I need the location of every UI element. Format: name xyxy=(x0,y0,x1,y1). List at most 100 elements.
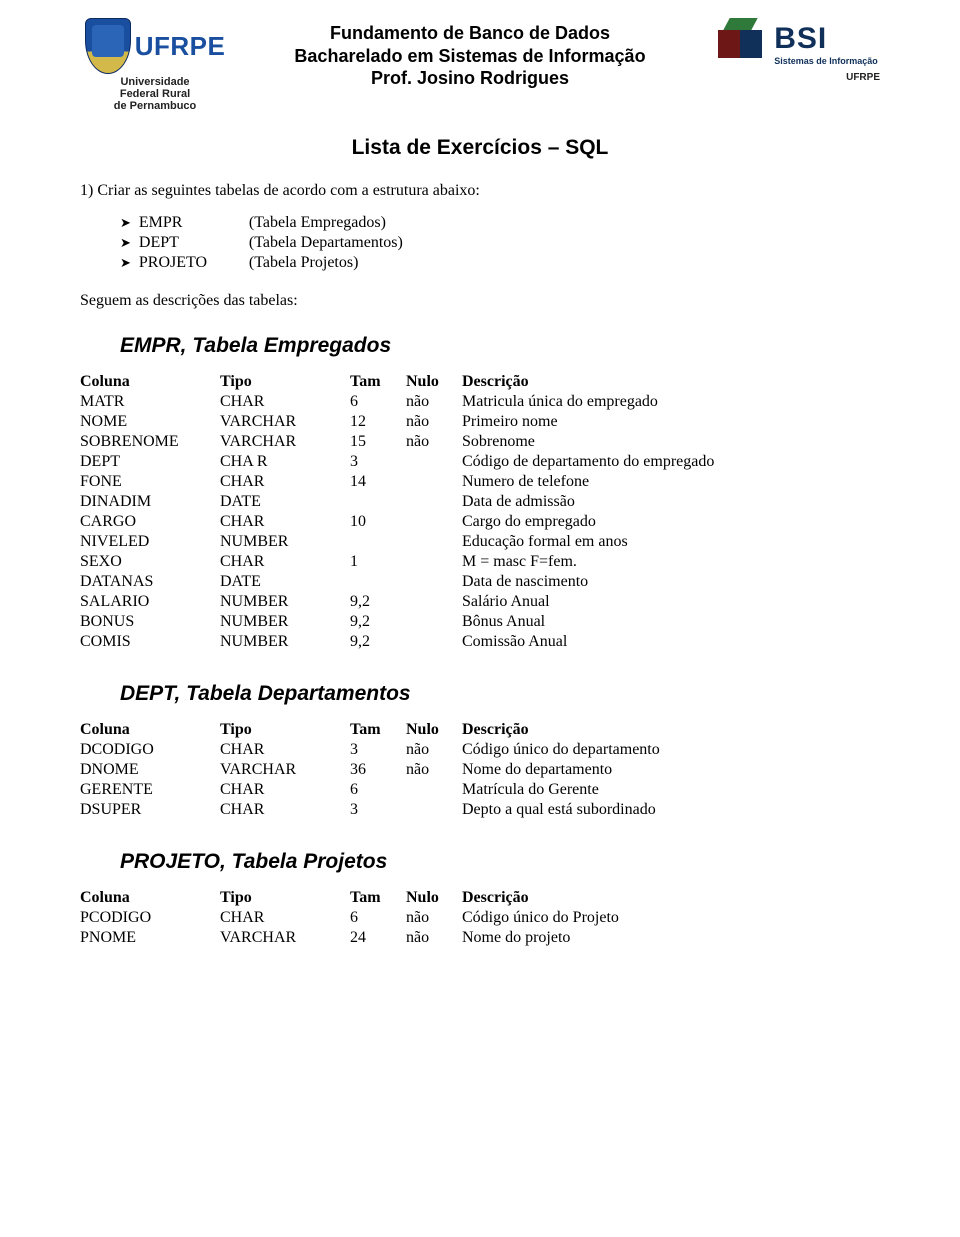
spec-table: ColunaTipoTamNuloDescriçãoPCODIGOCHAR6nã… xyxy=(80,888,880,948)
table-cell: Código de departamento do empregado xyxy=(462,452,880,472)
table-header-cell: Descrição xyxy=(462,372,880,392)
ufrpe-shield-icon xyxy=(85,18,131,74)
table-cell xyxy=(350,572,406,592)
table-cell: CARGO xyxy=(80,512,220,532)
table-section-title: DEPT, Tabela Departamentos xyxy=(120,682,880,706)
bullet-key: EMPR xyxy=(139,214,249,232)
table-cell: 9,2 xyxy=(350,612,406,632)
table-cell: NOME xyxy=(80,412,220,432)
bullet-item: PROJETO(Tabela Projetos) xyxy=(120,254,880,272)
table-cell: MATR xyxy=(80,392,220,412)
table-cell: SOBRENOME xyxy=(80,432,220,452)
table-row: NOMEVARCHAR12nãoPrimeiro nome xyxy=(80,412,880,432)
table-cell: Data de admissão xyxy=(462,492,880,512)
table-cell: não xyxy=(406,392,462,412)
table-row: PNOMEVARCHAR24nãoNome do projeto xyxy=(80,928,880,948)
table-cell: PCODIGO xyxy=(80,908,220,928)
table-row: MATRCHAR6nãoMatricula única do empregado xyxy=(80,392,880,412)
table-cell: Código único do departamento xyxy=(462,740,880,760)
header-line3: Prof. Josino Rodrigues xyxy=(230,67,710,90)
table-cell xyxy=(406,572,462,592)
table-header-cell: Tam xyxy=(350,888,406,908)
table-cell: NIVELED xyxy=(80,532,220,552)
table-cell xyxy=(350,492,406,512)
table-cell: DATE xyxy=(220,572,350,592)
bsi-sub: Sistemas de Informação xyxy=(774,56,878,66)
table-cell: CHAR xyxy=(220,552,350,572)
table-section-title: EMPR, Tabela Empregados xyxy=(120,334,880,358)
header-line2: Bacharelado em Sistemas de Informação xyxy=(230,45,710,68)
table-cell: VARCHAR xyxy=(220,412,350,432)
table-cell xyxy=(406,632,462,652)
table-cell: Matricula única do empregado xyxy=(462,392,880,412)
table-cell: DSUPER xyxy=(80,800,220,820)
table-row: CARGOCHAR10Cargo do empregado xyxy=(80,512,880,532)
table-cell: Educação formal em anos xyxy=(462,532,880,552)
table-cell xyxy=(406,512,462,532)
table-cell: 3 xyxy=(350,740,406,760)
bullet-item: DEPT(Tabela Departamentos) xyxy=(120,234,880,252)
table-row: DATANASDATEData de nascimento xyxy=(80,572,880,592)
table-cell: Bônus Anual xyxy=(462,612,880,632)
table-cell: Nome do departamento xyxy=(462,760,880,780)
table-cell: NUMBER xyxy=(220,532,350,552)
table-row: PCODIGOCHAR6nãoCódigo único do Projeto xyxy=(80,908,880,928)
question-1: 1) Criar as seguintes tabelas de acordo … xyxy=(80,182,880,200)
table-cell: Numero de telefone xyxy=(462,472,880,492)
table-cell xyxy=(406,592,462,612)
table-cell: 6 xyxy=(350,780,406,800)
table-cell: 3 xyxy=(350,452,406,472)
bsi-brand: BSI xyxy=(774,22,878,56)
table-row: SOBRENOMEVARCHAR15nãoSobrenome xyxy=(80,432,880,452)
table-cell: Depto a qual está subordinado xyxy=(462,800,880,820)
table-row: DINADIMDATEData de admissão xyxy=(80,492,880,512)
table-cell: CHAR xyxy=(220,908,350,928)
table-cell: DEPT xyxy=(80,452,220,472)
table-cell: NUMBER xyxy=(220,612,350,632)
table-row: BONUSNUMBER9,2 Bônus Anual xyxy=(80,612,880,632)
table-header-cell: Tipo xyxy=(220,372,350,392)
table-cell xyxy=(406,612,462,632)
ufrpe-sub3: de Pernambuco xyxy=(114,100,197,112)
table-header-cell: Coluna xyxy=(80,372,220,392)
table-cell: Data de nascimento xyxy=(462,572,880,592)
table-row: DEPTCHA R3Código de departamento do empr… xyxy=(80,452,880,472)
spec-table: ColunaTipoTamNuloDescriçãoMATRCHAR6nãoMa… xyxy=(80,372,880,652)
table-cell xyxy=(406,780,462,800)
table-cell: Primeiro nome xyxy=(462,412,880,432)
table-row: DNOMEVARCHAR36nãoNome do departamento xyxy=(80,760,880,780)
table-cell: FONE xyxy=(80,472,220,492)
table-cell: 3 xyxy=(350,800,406,820)
table-cell: CHAR xyxy=(220,800,350,820)
table-cell: VARCHAR xyxy=(220,928,350,948)
table-cell: 1 xyxy=(350,552,406,572)
table-cell: DINADIM xyxy=(80,492,220,512)
table-header-cell: Nulo xyxy=(406,888,462,908)
table-cell: Matrícula do Gerente xyxy=(462,780,880,800)
table-cell: SEXO xyxy=(80,552,220,572)
table-header-cell: Nulo xyxy=(406,720,462,740)
table-header-cell: Tam xyxy=(350,372,406,392)
table-header-cell: Descrição xyxy=(462,720,880,740)
table-row: GERENTECHAR6Matrícula do Gerente xyxy=(80,780,880,800)
table-header-cell: Tipo xyxy=(220,888,350,908)
table-cell: 6 xyxy=(350,908,406,928)
table-cell: CHAR xyxy=(220,512,350,532)
table-cell: CHAR xyxy=(220,392,350,412)
table-cell xyxy=(406,532,462,552)
bullet-desc: (Tabela Empregados) xyxy=(249,214,386,231)
table-cell: Nome do projeto xyxy=(462,928,880,948)
page-header: UFRPE Universidade Federal Rural de Pern… xyxy=(80,18,880,112)
table-cell: BONUS xyxy=(80,612,220,632)
table-cell: VARCHAR xyxy=(220,760,350,780)
follow-text: Seguem as descrições das tabelas: xyxy=(80,292,880,310)
table-cell: CHAR xyxy=(220,472,350,492)
table-header-cell: Tam xyxy=(350,720,406,740)
table-row: DSUPERCHAR3 Depto a qual está subordinado xyxy=(80,800,880,820)
table-cell: Salário Anual xyxy=(462,592,880,612)
document-title: Lista de Exercícios – SQL xyxy=(80,136,880,160)
table-cell: NUMBER xyxy=(220,592,350,612)
table-cell: COMIS xyxy=(80,632,220,652)
bullet-item: EMPR(Tabela Empregados) xyxy=(120,214,880,232)
bullet-key: DEPT xyxy=(139,234,249,252)
